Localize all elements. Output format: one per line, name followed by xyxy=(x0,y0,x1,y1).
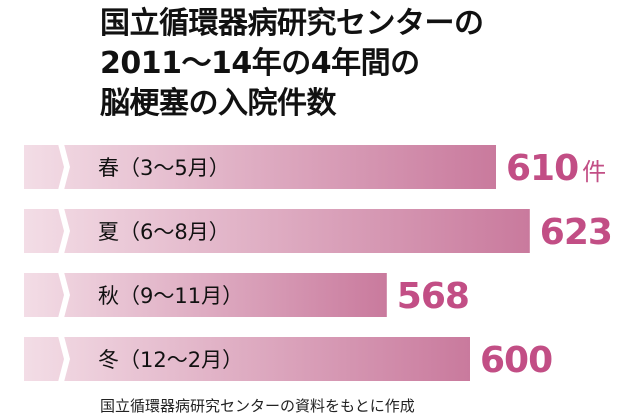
source-note: 国立循環器病研究センターの資料をもとに作成 xyxy=(100,397,415,415)
category-label: 春（3～5月） xyxy=(98,156,230,180)
value-label: 610 件 xyxy=(506,148,605,189)
bar xyxy=(24,337,470,381)
value-number: 568 xyxy=(397,276,469,317)
category-label: 冬（12～2月） xyxy=(98,348,243,372)
chart-title-line-2: 2011～14年の4年間の xyxy=(100,46,420,81)
chart-title-line-3: 脳梗塞の入院件数 xyxy=(100,86,336,121)
value-label: 600 xyxy=(480,340,552,381)
value-label: 568 xyxy=(397,276,469,317)
chart-title: 国立循環器病研究センターの 2011～14年の4年間の 脳梗塞の入院件数 xyxy=(100,4,484,124)
axis-break-mark xyxy=(58,208,70,254)
bar xyxy=(24,145,496,189)
chart-title-line-1: 国立循環器病研究センターの xyxy=(100,6,484,41)
axis-break-mark xyxy=(58,272,70,318)
bar xyxy=(24,209,530,253)
value-unit: 件 xyxy=(582,158,605,186)
value-label: 623 xyxy=(540,212,612,253)
value-number: 623 xyxy=(540,212,612,253)
value-number: 610 xyxy=(506,148,578,189)
bar xyxy=(24,273,387,317)
axis-break-mark xyxy=(58,336,70,382)
category-label: 夏（6～8月） xyxy=(98,220,230,244)
axis-break-mark xyxy=(58,144,70,190)
category-label: 秋（9～11月） xyxy=(98,284,243,308)
value-number: 600 xyxy=(480,340,552,381)
